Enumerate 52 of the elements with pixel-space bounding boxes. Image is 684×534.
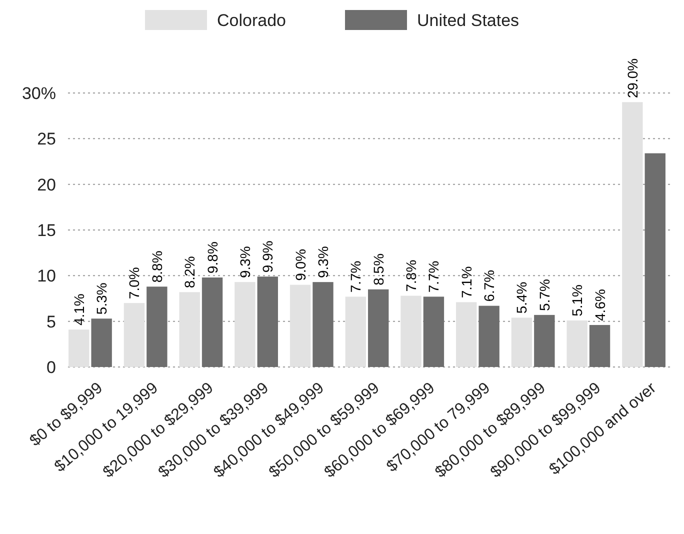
data-label: 7.0% (126, 267, 142, 300)
bar (202, 277, 223, 367)
bar (566, 320, 588, 367)
y-tick-label: 0 (46, 358, 56, 377)
data-label: 5.3% (94, 282, 110, 315)
data-label: 29.0% (624, 58, 640, 98)
bar (124, 303, 145, 367)
bar (312, 282, 334, 367)
data-label: 9.8% (204, 242, 220, 274)
bar (257, 276, 278, 367)
bar (400, 296, 422, 367)
data-label: 9.3% (314, 246, 331, 278)
y-tick-label: 5 (46, 312, 56, 332)
data-label: 7.7% (426, 260, 442, 293)
bar (478, 306, 500, 367)
bar (146, 286, 168, 367)
data-label: 7.7% (348, 260, 364, 293)
y-tick-label: 20 (37, 175, 56, 194)
bar (423, 296, 444, 367)
data-label: 7.8% (403, 260, 420, 292)
data-label: 8.5% (370, 253, 386, 286)
bar (644, 153, 666, 367)
data-label: 9.0% (292, 248, 308, 281)
bar (179, 292, 200, 367)
legend-label: Colorado (217, 10, 286, 30)
bar (456, 302, 477, 367)
data-label: 5.1% (569, 284, 586, 316)
bar (68, 330, 90, 367)
bar (511, 318, 532, 367)
data-label: 9.9% (260, 240, 276, 273)
bar (368, 289, 389, 367)
legend-label: United States (417, 10, 520, 30)
bar (534, 314, 555, 367)
data-label: 8.8% (148, 250, 165, 283)
bar (622, 102, 643, 367)
y-tick-label: 10 (37, 266, 56, 286)
data-label: 9.3% (236, 246, 253, 278)
data-label: 5.4% (514, 282, 530, 314)
bar (91, 318, 112, 367)
y-tick-label: 30% (22, 84, 56, 103)
y-tick-label: 15 (37, 220, 56, 240)
bar (345, 296, 366, 367)
data-label: 8.2% (182, 256, 198, 288)
bar (589, 324, 610, 367)
y-tick-label: 25 (37, 130, 56, 149)
bar (290, 284, 311, 367)
data-label: 7.1% (458, 266, 474, 298)
data-label: 4.1% (70, 294, 87, 326)
data-label: 6.7% (481, 270, 498, 302)
data-label: 5.7% (536, 279, 552, 311)
bar (234, 282, 256, 367)
data-label: 4.6% (592, 289, 608, 321)
